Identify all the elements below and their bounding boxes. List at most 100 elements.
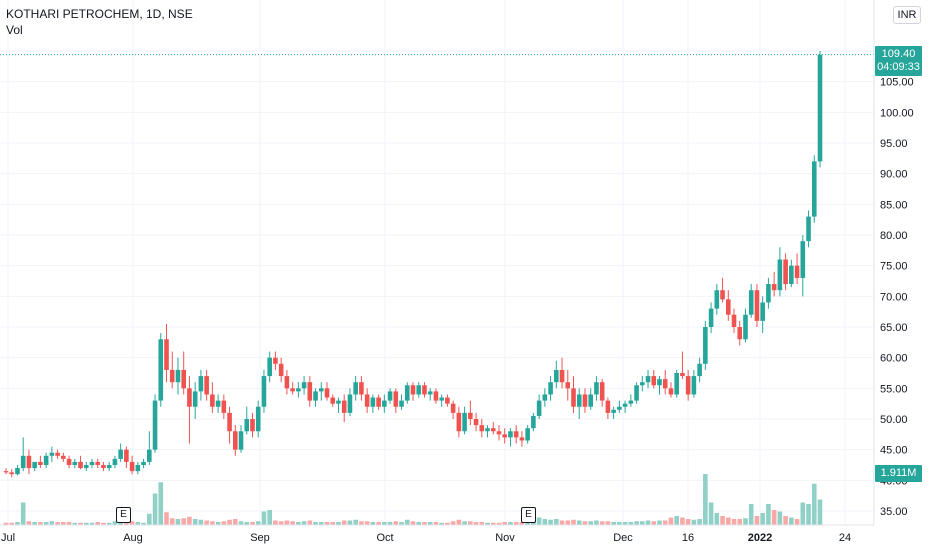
candle-body (393, 391, 399, 407)
volume-bar (662, 520, 668, 525)
candle-body (771, 284, 777, 291)
volume-bar (55, 522, 60, 525)
volume-bar (284, 520, 290, 525)
candle-body (399, 400, 404, 407)
volume-bar (576, 520, 582, 525)
volume-bar (278, 521, 284, 525)
candle-body (313, 391, 318, 401)
volume-bar (210, 521, 215, 525)
candle-body (490, 428, 496, 432)
candle-body (571, 388, 576, 407)
volume-bar (353, 519, 358, 525)
volume-bar (674, 516, 679, 525)
candle-body (639, 382, 645, 386)
price-tick-label: 55.00 (880, 383, 908, 395)
volume-bar (548, 519, 553, 525)
volume-bar (89, 522, 95, 525)
volume-bar (777, 511, 783, 525)
volume-bar (175, 519, 181, 525)
candle-body (496, 431, 502, 435)
volume-bar (697, 519, 702, 525)
volume-bar (651, 521, 657, 525)
candle-body (720, 290, 725, 300)
volume-bar (95, 522, 101, 525)
candle-body (450, 403, 456, 413)
candle-body (376, 397, 381, 407)
volume-bar (101, 522, 106, 525)
volume-bar (244, 522, 250, 525)
volume-bar (806, 504, 811, 525)
volume-bar (221, 521, 227, 525)
candle-body (680, 373, 685, 377)
volume-bar (416, 522, 422, 525)
candle-body (410, 385, 416, 395)
earnings-marker[interactable]: E (116, 507, 131, 523)
volume-bar (49, 521, 55, 525)
volume-bar (479, 522, 485, 525)
candle-body (49, 452, 55, 456)
candle-body (427, 391, 433, 395)
volume-bar (61, 522, 66, 525)
volume-bar (43, 522, 49, 525)
volume-bar (588, 521, 594, 525)
volume-bar (502, 522, 508, 525)
candle-body (221, 400, 227, 413)
candle-body (341, 400, 347, 413)
volume-bar (542, 519, 548, 525)
price-tick-label: 70.00 (880, 291, 908, 303)
candle-body (582, 394, 588, 407)
volume-bar (743, 518, 748, 525)
volume-bar (399, 522, 404, 525)
volume-bar (468, 521, 473, 525)
candle-body (26, 455, 32, 469)
candle-body (605, 400, 611, 413)
candle-body (330, 397, 336, 404)
volume-bar (227, 519, 232, 525)
candle-body (611, 409, 616, 413)
chart-legend: KOTHARI PETROCHEM, 1D, NSE Vol (6, 6, 193, 38)
currency-badge[interactable]: INR (893, 6, 921, 24)
time-tick-label: Dec (613, 532, 633, 544)
candle-body (645, 376, 651, 383)
candle-body (485, 428, 490, 432)
volume-bar (708, 502, 714, 525)
volume-bar (685, 519, 691, 525)
candle-body (748, 290, 754, 315)
candle-body (731, 314, 737, 328)
candle-body (72, 461, 78, 466)
time-tick-label: Jul (1, 532, 15, 544)
candle-body (468, 412, 473, 420)
volume-bar (496, 522, 502, 525)
volume-bar (571, 519, 576, 525)
candle-body (743, 314, 748, 340)
candle-body (38, 461, 43, 466)
volume-bar (617, 522, 622, 525)
volume-label: Vol (6, 23, 23, 37)
volume-bar (720, 516, 725, 525)
candle-body (703, 327, 708, 364)
candle-body (284, 376, 290, 389)
candle-body (811, 161, 817, 217)
price-tick-label: 85.00 (880, 199, 908, 211)
last-price-label: 109.40 04:09:33 (875, 46, 922, 76)
candle-body (336, 400, 341, 404)
volume-bar (147, 513, 152, 525)
candle-body (232, 431, 238, 450)
candle-body (634, 385, 639, 401)
candle-body (508, 431, 513, 438)
volume-bar (313, 522, 318, 525)
candle-body (192, 391, 198, 407)
volume-bar (364, 521, 370, 525)
earnings-marker[interactable]: E (521, 507, 536, 523)
volume-bar (192, 519, 198, 525)
candle-body (766, 284, 771, 303)
time-tick-label: Nov (495, 532, 515, 544)
candle-body (359, 382, 364, 395)
price-tick-label: 90.00 (880, 169, 908, 181)
volume-bar (204, 520, 209, 525)
candle-body (364, 394, 370, 407)
candle-body (118, 449, 123, 459)
candle-body (261, 376, 267, 407)
candle-body (473, 419, 479, 426)
